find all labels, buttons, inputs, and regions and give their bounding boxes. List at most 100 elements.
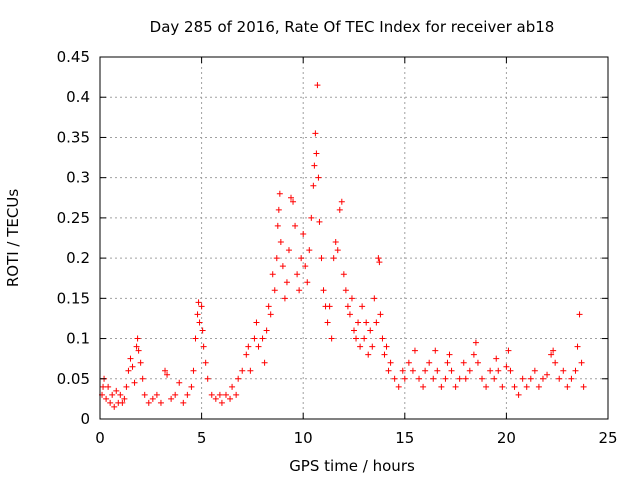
data-point: [568, 375, 575, 382]
data-point: [472, 339, 479, 346]
data-point: [438, 383, 445, 390]
data-point: [535, 383, 542, 390]
data-point: [141, 391, 148, 398]
data-point: [109, 391, 116, 398]
data-point: [448, 367, 455, 374]
data-point: [564, 383, 571, 390]
data-point: [172, 391, 179, 398]
data-point: [434, 367, 441, 374]
data-point: [446, 351, 453, 358]
y-tick-label: 0.15: [57, 289, 90, 307]
data-point: [113, 387, 120, 394]
data-point: [233, 391, 240, 398]
data-point: [184, 391, 191, 398]
data-point: [117, 391, 124, 398]
data-point: [265, 303, 272, 310]
data-point: [267, 311, 274, 318]
data-point: [133, 343, 140, 350]
data-point: [302, 263, 309, 270]
data-point: [247, 367, 254, 374]
data-points: [99, 82, 587, 410]
y-tick-label: 0.25: [57, 209, 90, 227]
data-point: [411, 347, 418, 354]
data-point: [283, 279, 290, 286]
data-point: [135, 347, 142, 354]
data-point: [580, 383, 587, 390]
data-point: [261, 359, 268, 366]
data-point: [202, 359, 209, 366]
data-point: [426, 359, 433, 366]
data-point: [239, 367, 246, 374]
data-point: [357, 343, 364, 350]
x-tick-label: 15: [395, 429, 414, 447]
chart-title: Day 285 of 2016, Rate Of TEC Index for r…: [150, 18, 555, 36]
data-point: [199, 327, 206, 334]
data-point: [208, 391, 215, 398]
data-point: [416, 375, 423, 382]
data-point: [373, 319, 380, 326]
data-point: [164, 371, 171, 378]
grid-lines: [100, 57, 608, 419]
data-point: [196, 319, 203, 326]
data-point: [332, 239, 339, 246]
data-point: [300, 230, 307, 237]
data-point: [515, 391, 522, 398]
data-point: [320, 287, 327, 294]
data-point: [318, 255, 325, 262]
data-point: [338, 198, 345, 205]
data-point: [194, 311, 201, 318]
data-point: [383, 343, 390, 350]
data-point: [391, 375, 398, 382]
data-point: [312, 130, 319, 137]
data-point: [487, 367, 494, 374]
y-tick-label: 0.35: [57, 128, 90, 146]
data-point: [503, 363, 510, 370]
data-point: [369, 343, 376, 350]
data-point: [326, 303, 333, 310]
data-point: [483, 383, 490, 390]
data-point: [129, 363, 136, 370]
data-point: [253, 319, 260, 326]
data-point: [409, 367, 416, 374]
data-point: [235, 375, 242, 382]
data-point: [100, 383, 107, 390]
data-point: [263, 327, 270, 334]
data-point: [127, 355, 134, 362]
y-tick-label: 0.45: [57, 48, 90, 66]
data-point: [420, 383, 427, 390]
data-point: [344, 303, 351, 310]
data-point: [363, 319, 370, 326]
data-point: [188, 383, 195, 390]
data-point: [294, 271, 301, 278]
data-point: [274, 222, 281, 229]
x-axis-ticks: 0 5 10 15 20 25: [95, 57, 618, 447]
data-point: [277, 239, 284, 246]
data-point: [519, 375, 526, 382]
data-point: [255, 343, 262, 350]
data-point: [470, 351, 477, 358]
y-tick-label: 0: [80, 410, 90, 428]
data-point: [560, 367, 567, 374]
data-point: [119, 399, 126, 406]
data-point: [574, 343, 581, 350]
data-point: [218, 399, 225, 406]
x-tick-label: 10: [294, 429, 313, 447]
data-point: [245, 343, 252, 350]
data-point: [527, 375, 534, 382]
data-point: [198, 303, 205, 310]
data-point: [399, 367, 406, 374]
data-point: [342, 287, 349, 294]
data-point: [550, 347, 557, 354]
data-point: [139, 375, 146, 382]
data-point: [168, 395, 175, 402]
data-point: [355, 319, 362, 326]
data-point: [103, 395, 110, 402]
data-point: [495, 367, 502, 374]
x-tick-label: 20: [497, 429, 516, 447]
data-point: [125, 367, 132, 374]
data-point: [444, 359, 451, 366]
data-point: [222, 391, 229, 398]
data-point: [330, 255, 337, 262]
data-point: [157, 399, 164, 406]
